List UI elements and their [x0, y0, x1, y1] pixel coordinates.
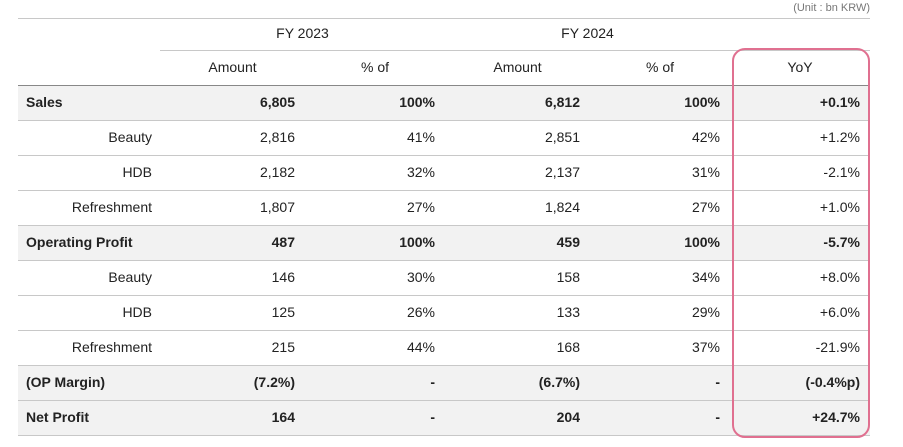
cell: 42% [691, 129, 720, 145]
cell: +6.0% [819, 304, 860, 320]
year-header: FY 2024 [561, 25, 614, 41]
rule [18, 85, 870, 86]
cell: 168 [556, 339, 580, 355]
cell: (6.7%) [538, 374, 580, 390]
cell: 2,182 [259, 164, 295, 180]
rule [18, 365, 870, 366]
cell: 2,816 [259, 129, 295, 145]
unit-note: (Unit : bn KRW) [793, 2, 870, 14]
row-label: Beauty [108, 129, 152, 145]
cell: 32% [406, 164, 435, 180]
cell: 27% [406, 199, 435, 215]
cell: -2.1% [823, 164, 860, 180]
column-header: Amount [493, 59, 542, 75]
row-label: Operating Profit [26, 234, 133, 250]
rule [18, 18, 870, 19]
row-label: Beauty [108, 269, 152, 285]
cell: 41% [406, 129, 435, 145]
row-label: HDB [122, 164, 152, 180]
rule [18, 155, 870, 156]
cell: 164 [271, 409, 295, 425]
cell: +0.1% [819, 94, 860, 110]
rule [18, 225, 870, 226]
cell: 2,851 [544, 129, 580, 145]
cell: 37% [691, 339, 720, 355]
cell: - [430, 409, 435, 425]
cell: +8.0% [819, 269, 860, 285]
cell: 26% [406, 304, 435, 320]
rule [18, 295, 870, 296]
cell: -21.9% [815, 339, 860, 355]
yoy-highlight [732, 48, 870, 438]
cell: (7.2%) [253, 374, 295, 390]
row-label: Refreshment [71, 199, 152, 215]
cell: 100% [684, 234, 720, 250]
row-shade [18, 365, 870, 400]
cell: 100% [399, 234, 435, 250]
cell: 158 [556, 269, 580, 285]
cell: 31% [691, 164, 720, 180]
cell: 133 [556, 304, 580, 320]
row-label: Net Profit [26, 409, 89, 425]
rule [18, 120, 870, 121]
rule [18, 435, 870, 436]
year-header: FY 2023 [276, 25, 329, 41]
column-header: Amount [208, 59, 257, 75]
rule [18, 400, 870, 401]
cell: +1.0% [819, 199, 860, 215]
cell: 100% [684, 94, 720, 110]
row-label: (OP Margin) [26, 374, 106, 390]
row-label: Sales [26, 94, 63, 110]
row-shade [18, 400, 870, 435]
cell: 146 [271, 269, 295, 285]
cell: 487 [271, 234, 295, 250]
rule [18, 330, 870, 331]
row-shade [18, 225, 870, 260]
row-label: Refreshment [71, 339, 152, 355]
cell: 1,807 [259, 199, 295, 215]
cell: - [430, 374, 435, 390]
column-header: % of [360, 59, 389, 75]
cell: 29% [691, 304, 720, 320]
cell: 6,805 [259, 94, 295, 110]
column-header: YoY [787, 59, 813, 75]
rule [160, 50, 870, 51]
cell: 2,137 [544, 164, 580, 180]
cell: 1,824 [544, 199, 580, 215]
rule [18, 260, 870, 261]
cell: - [715, 409, 720, 425]
column-header: % of [645, 59, 674, 75]
cell: 204 [556, 409, 580, 425]
cell: 215 [271, 339, 295, 355]
cell: 27% [691, 199, 720, 215]
cell: 6,812 [544, 94, 580, 110]
row-shade [18, 85, 870, 120]
cell: 44% [406, 339, 435, 355]
cell: +24.7% [812, 409, 860, 425]
cell: 30% [406, 269, 435, 285]
rule [18, 190, 870, 191]
cell: -5.7% [823, 234, 860, 250]
cell: 34% [691, 269, 720, 285]
cell: 125 [271, 304, 295, 320]
cell: - [715, 374, 720, 390]
row-label: HDB [122, 304, 152, 320]
cell: 100% [399, 94, 435, 110]
cell: (-0.4%p) [805, 374, 860, 390]
cell: +1.2% [819, 129, 860, 145]
cell: 459 [556, 234, 580, 250]
